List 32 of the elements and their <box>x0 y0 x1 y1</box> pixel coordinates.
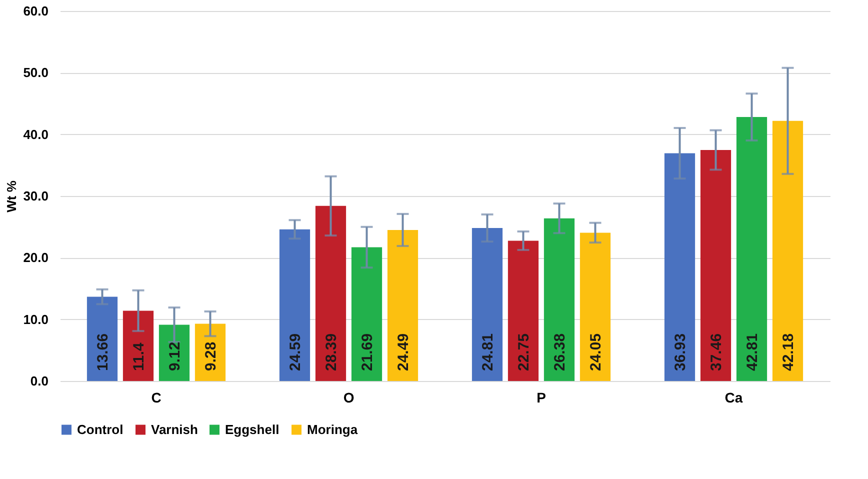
legend-label: Control <box>77 422 124 437</box>
y-tick-label: 40.0 <box>23 126 48 142</box>
y-tick-label: 0.0 <box>30 374 48 388</box>
data-label: 37.46 <box>708 333 725 371</box>
data-label: 9.12 <box>166 342 184 371</box>
y-tick-label: 60.0 <box>23 4 48 18</box>
data-label: 24.81 <box>479 333 496 371</box>
y-tick-label: 50.0 <box>23 65 48 80</box>
data-label: 42.81 <box>744 333 761 371</box>
data-label: 26.38 <box>551 333 568 371</box>
data-label: 24.59 <box>286 333 304 371</box>
x-tick-label: Ca <box>724 390 743 406</box>
y-tick-label: 20.0 <box>23 250 48 266</box>
data-label: 21.69 <box>358 333 376 371</box>
data-label: 13.66 <box>94 333 112 371</box>
y-tick-label: 30.0 <box>23 188 48 204</box>
data-label: 28.39 <box>322 333 340 371</box>
data-label: 11.4 <box>130 342 148 371</box>
y-axis-title: Wt % <box>4 180 20 212</box>
data-label: 22.75 <box>515 333 532 371</box>
legend-label: Varnish <box>151 422 198 437</box>
data-label: 42.18 <box>780 333 797 371</box>
data-label: 24.05 <box>587 333 604 371</box>
x-tick-label: P <box>536 390 546 406</box>
data-label: 9.28 <box>202 342 220 371</box>
x-tick-label: O <box>343 390 354 406</box>
y-tick-label: 10.0 <box>23 312 48 327</box>
data-label: 36.93 <box>672 333 689 371</box>
x-tick-label: C <box>151 390 162 406</box>
legend-label: Moringa <box>307 422 358 437</box>
legend-label: Eggshell <box>225 422 280 437</box>
data-label: 24.49 <box>394 333 412 371</box>
